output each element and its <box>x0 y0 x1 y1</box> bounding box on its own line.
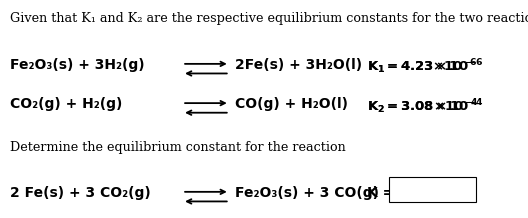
Text: CO(g) + H₂O(l): CO(g) + H₂O(l) <box>235 97 348 111</box>
Text: 2Fe(s) + 3H₂O(l): 2Fe(s) + 3H₂O(l) <box>235 58 362 72</box>
Text: $\mathbf{K_1 = 4.23{\times}10^{-6}}$: $\mathbf{K_1 = 4.23{\times}10^{-6}}$ <box>367 58 478 77</box>
Text: Fe₂O₃(s) + 3H₂(g): Fe₂O₃(s) + 3H₂(g) <box>10 58 144 72</box>
Text: CO₂(g) + H₂(g): CO₂(g) + H₂(g) <box>10 97 122 111</box>
FancyBboxPatch shape <box>389 177 476 202</box>
Text: $\mathbf{K_2 = 3.08 \times 10^{-4}}$: $\mathbf{K_2 = 3.08 \times 10^{-4}}$ <box>367 97 484 116</box>
Text: Fe₂O₃(s) + 3 CO(g): Fe₂O₃(s) + 3 CO(g) <box>235 186 379 200</box>
Text: $\mathbf{K_2 = 3.08{\times}10^{-4}}$: $\mathbf{K_2 = 3.08{\times}10^{-4}}$ <box>367 97 478 116</box>
Text: $\mathbf{K_1 = 4.23 \times 10^{-6}}$: $\mathbf{K_1 = 4.23 \times 10^{-6}}$ <box>367 58 483 77</box>
Text: Given that K₁ and K₂ are the respective equilibrium constants for the two reacti: Given that K₁ and K₂ are the respective … <box>10 12 528 25</box>
Text: K =: K = <box>367 186 394 200</box>
Text: 2 Fe(s) + 3 CO₂(g): 2 Fe(s) + 3 CO₂(g) <box>10 186 150 200</box>
Text: Determine the equilibrium constant for the reaction: Determine the equilibrium constant for t… <box>10 141 345 154</box>
